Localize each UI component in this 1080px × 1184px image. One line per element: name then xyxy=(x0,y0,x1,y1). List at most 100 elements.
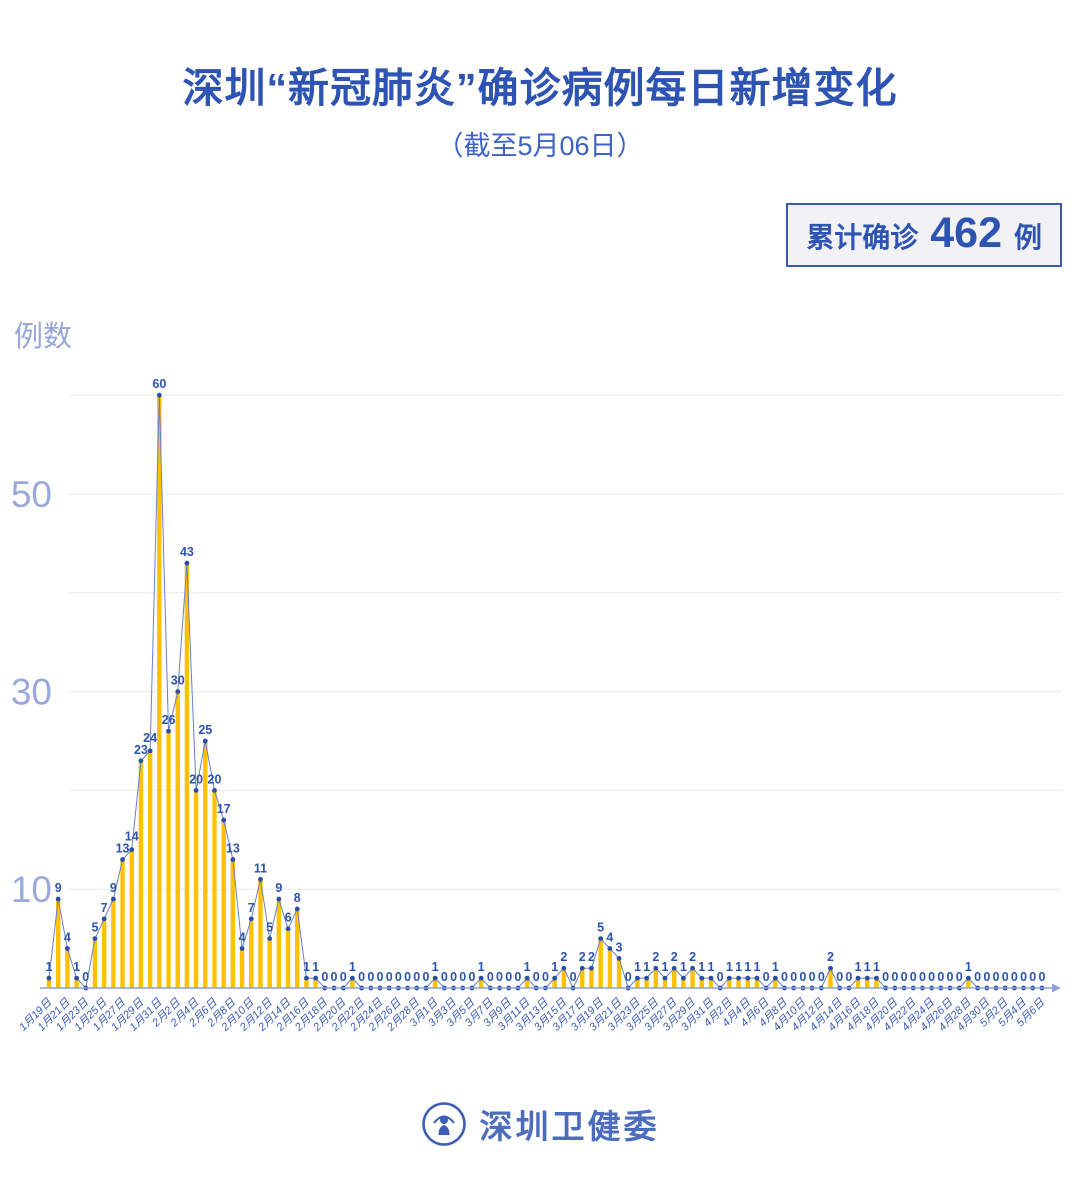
svg-text:2: 2 xyxy=(671,950,678,964)
x-tick-labels: 1月19日1月21日1月23日1月25日1月27日1月29日1月31日2月2日2… xyxy=(17,996,1048,1034)
svg-text:0: 0 xyxy=(956,970,963,984)
svg-text:0: 0 xyxy=(763,970,770,984)
svg-text:0: 0 xyxy=(321,970,328,984)
svg-text:1: 1 xyxy=(46,960,53,974)
cumulative-total-badge: 累计确诊 462 例 xyxy=(786,203,1062,267)
svg-text:0: 0 xyxy=(882,970,889,984)
svg-text:0: 0 xyxy=(790,970,797,984)
svg-text:1: 1 xyxy=(735,960,742,974)
svg-text:8: 8 xyxy=(294,891,301,905)
svg-text:0: 0 xyxy=(487,970,494,984)
svg-text:6: 6 xyxy=(285,911,292,925)
bars xyxy=(46,395,971,988)
svg-text:0: 0 xyxy=(367,970,374,984)
svg-text:1: 1 xyxy=(855,960,862,974)
y-tick-labels: 10 30 50 xyxy=(11,474,52,910)
svg-text:0: 0 xyxy=(1038,970,1045,984)
svg-text:0: 0 xyxy=(450,970,457,984)
svg-text:0: 0 xyxy=(717,970,724,984)
svg-text:0: 0 xyxy=(919,970,926,984)
svg-text:1: 1 xyxy=(524,960,531,974)
svg-text:1: 1 xyxy=(698,960,705,974)
svg-text:0: 0 xyxy=(993,970,1000,984)
svg-text:5: 5 xyxy=(266,921,273,935)
svg-text:14: 14 xyxy=(125,830,139,844)
svg-text:0: 0 xyxy=(422,970,429,984)
svg-text:23: 23 xyxy=(134,743,148,757)
svg-text:2: 2 xyxy=(652,950,659,964)
svg-text:0: 0 xyxy=(514,970,521,984)
svg-text:0: 0 xyxy=(459,970,466,984)
svg-text:1: 1 xyxy=(680,960,687,974)
svg-text:0: 0 xyxy=(533,970,540,984)
svg-text:0: 0 xyxy=(82,970,89,984)
svg-text:0: 0 xyxy=(836,970,843,984)
badge-label: 累计确诊 xyxy=(806,222,919,253)
svg-text:7: 7 xyxy=(101,901,108,915)
svg-text:1: 1 xyxy=(551,960,558,974)
svg-text:1: 1 xyxy=(864,960,871,974)
svg-text:60: 60 xyxy=(152,377,166,391)
svg-text:0: 0 xyxy=(441,970,448,984)
svg-text:2: 2 xyxy=(579,950,586,964)
svg-text:0: 0 xyxy=(358,970,365,984)
svg-text:0: 0 xyxy=(1020,970,1027,984)
svg-text:1: 1 xyxy=(478,960,485,974)
svg-text:20: 20 xyxy=(208,772,222,786)
svg-text:2: 2 xyxy=(689,950,696,964)
svg-text:1: 1 xyxy=(726,960,733,974)
svg-text:9: 9 xyxy=(55,881,62,895)
svg-text:1: 1 xyxy=(432,960,439,974)
svg-text:25: 25 xyxy=(198,723,212,737)
gridlines xyxy=(68,394,1062,890)
shenzhen-health-commission-logo-icon xyxy=(421,1102,466,1146)
svg-text:0: 0 xyxy=(910,970,917,984)
svg-text:1: 1 xyxy=(662,960,669,974)
svg-text:1: 1 xyxy=(873,960,880,974)
svg-text:0: 0 xyxy=(1011,970,1018,984)
svg-text:0: 0 xyxy=(947,970,954,984)
svg-text:43: 43 xyxy=(180,545,194,559)
svg-text:1: 1 xyxy=(73,960,80,974)
svg-text:1: 1 xyxy=(707,960,714,974)
svg-text:0: 0 xyxy=(331,970,338,984)
svg-text:2: 2 xyxy=(827,950,834,964)
badge-count: 462 xyxy=(930,209,1002,257)
svg-text:5: 5 xyxy=(597,921,604,935)
svg-text:4: 4 xyxy=(606,930,613,944)
svg-text:0: 0 xyxy=(974,970,981,984)
badge-unit: 例 xyxy=(1013,222,1042,253)
svg-text:2: 2 xyxy=(560,950,567,964)
svg-text:0: 0 xyxy=(395,970,402,984)
svg-text:13: 13 xyxy=(226,842,240,856)
svg-text:1: 1 xyxy=(643,960,650,974)
svg-text:0: 0 xyxy=(377,970,384,984)
svg-text:10: 10 xyxy=(11,869,52,910)
svg-text:0: 0 xyxy=(891,970,898,984)
svg-text:1: 1 xyxy=(753,960,760,974)
svg-text:1: 1 xyxy=(634,960,641,974)
svg-text:9: 9 xyxy=(110,881,117,895)
brand-name: 深圳卫健委 xyxy=(479,1108,660,1145)
svg-text:0: 0 xyxy=(901,970,908,984)
value-labels: 1941057913142324602630432025201713471159… xyxy=(46,377,1046,984)
svg-text:0: 0 xyxy=(496,970,503,984)
svg-text:7: 7 xyxy=(248,901,255,915)
svg-text:0: 0 xyxy=(937,970,944,984)
svg-text:2: 2 xyxy=(588,950,595,964)
svg-text:0: 0 xyxy=(845,970,852,984)
y-axis-title: 例数 xyxy=(14,320,72,353)
svg-text:1: 1 xyxy=(965,960,972,974)
svg-text:24: 24 xyxy=(143,731,157,745)
svg-text:0: 0 xyxy=(468,970,475,984)
svg-text:0: 0 xyxy=(340,970,347,984)
svg-text:1: 1 xyxy=(349,960,356,974)
svg-text:5: 5 xyxy=(91,921,98,935)
svg-text:0: 0 xyxy=(818,970,825,984)
svg-text:17: 17 xyxy=(217,802,231,816)
svg-text:0: 0 xyxy=(928,970,935,984)
svg-text:1: 1 xyxy=(772,960,779,974)
svg-text:0: 0 xyxy=(799,970,806,984)
